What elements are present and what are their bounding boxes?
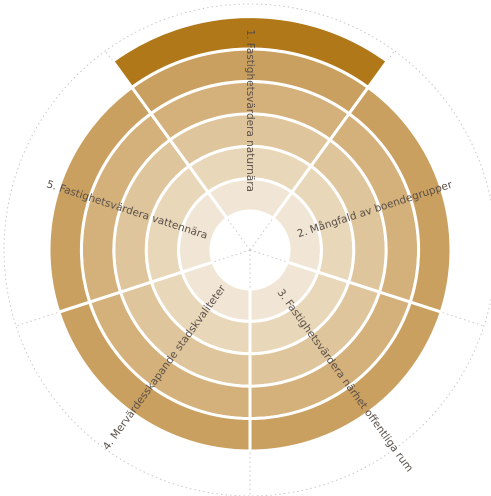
- ring-divider: [208, 178, 292, 193]
- ring-divider: [292, 192, 322, 272]
- ring-divider: [331, 140, 387, 290]
- ring-divider: [251, 273, 319, 322]
- ring-divider: [134, 48, 366, 86]
- ring-divider: [113, 140, 169, 290]
- ring-divider: [120, 294, 248, 387]
- rings: [47, 15, 453, 453]
- sector-label: 1. Fastighetsvärdera naturnära: [244, 29, 256, 192]
- ring-divider: [181, 273, 249, 322]
- ring-divider: [171, 113, 329, 139]
- ring-divider: [252, 294, 380, 387]
- ring-divider: [178, 192, 208, 272]
